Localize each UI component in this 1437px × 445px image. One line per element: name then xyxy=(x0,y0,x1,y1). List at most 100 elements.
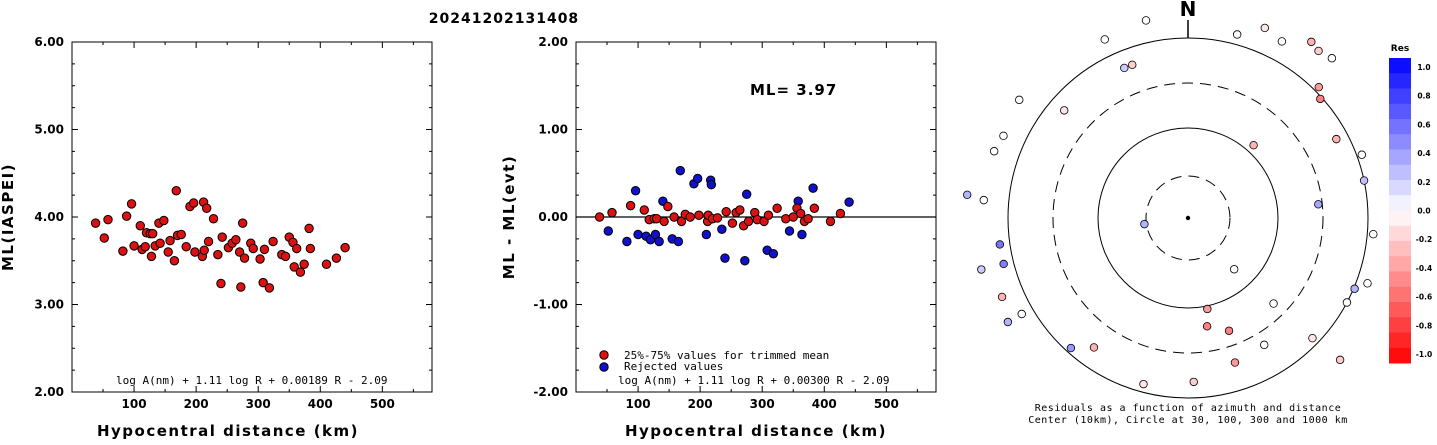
left-x-axis-label: Hypocentral distance (km) xyxy=(97,422,359,440)
rejected-point xyxy=(741,189,752,199)
data-point xyxy=(203,236,214,247)
station-point xyxy=(1003,317,1013,327)
colorbar-cell xyxy=(1389,58,1411,74)
data-point xyxy=(331,253,342,263)
x-tick-label: 200 xyxy=(184,397,209,411)
left-y-ticks: 2.00 3.00 4.00 5.00 6.00 xyxy=(34,35,432,399)
data-point xyxy=(99,233,109,243)
accepted-point xyxy=(809,203,820,213)
station-point xyxy=(1314,46,1323,56)
rejected-point xyxy=(720,253,730,263)
ring-1000km xyxy=(1007,37,1369,399)
accepted-point xyxy=(763,210,774,220)
accepted-point xyxy=(795,208,806,219)
station-point xyxy=(1141,16,1151,25)
data-point xyxy=(171,186,181,196)
x-tick-label: 300 xyxy=(750,397,775,411)
colorbar-tick-label: 0.8 xyxy=(1417,92,1430,101)
left-y-axis-label: ML(IASPEI) xyxy=(0,163,17,271)
polar-panel: N Residuals as a function of azimuth and… xyxy=(963,0,1378,426)
data-point xyxy=(121,211,132,221)
data-point xyxy=(118,246,128,256)
data-point xyxy=(268,236,278,247)
station-point xyxy=(1017,309,1026,319)
middle-y-axis-label: ML - ML(evt) xyxy=(500,155,518,279)
data-point xyxy=(147,228,158,239)
data-point xyxy=(140,242,150,252)
polar-caption-line2: Center (10km), Circle at 30, 100, 300 an… xyxy=(1028,415,1348,426)
data-point xyxy=(155,238,165,248)
station-point xyxy=(1314,82,1324,92)
legend-rejected-label: Rejected values xyxy=(624,360,723,373)
x-tick-label: 400 xyxy=(812,397,837,411)
station-point xyxy=(1314,200,1323,209)
station-point xyxy=(977,265,986,274)
data-point xyxy=(236,282,246,292)
station-point xyxy=(1308,333,1317,343)
ml-annotation: ML= 3.97 xyxy=(750,81,837,99)
colorbar-cell xyxy=(1389,119,1411,135)
station-point xyxy=(1015,95,1024,105)
x-tick-label: 100 xyxy=(626,397,651,411)
station-point xyxy=(1060,106,1069,115)
station-point xyxy=(1224,326,1234,335)
data-point xyxy=(176,229,186,240)
accepted-point xyxy=(607,207,617,218)
middle-formula: log A(nm) + 1.11 log R + 0.00300 R - 2.0… xyxy=(618,374,890,387)
colorbar-cell xyxy=(1389,271,1411,288)
y-tick-label: 6.00 xyxy=(34,35,64,49)
x-tick-label: 500 xyxy=(874,397,899,411)
rejected-point xyxy=(654,236,664,247)
polar-stations xyxy=(963,16,1378,389)
station-point xyxy=(1203,304,1212,314)
station-point xyxy=(1128,60,1137,70)
middle-x-ticks: 100 200 300 400 500 xyxy=(606,42,918,411)
station-point xyxy=(1189,377,1198,387)
data-point xyxy=(126,199,137,209)
rejected-point xyxy=(673,236,684,247)
page-title: 20241202131408 xyxy=(429,11,579,27)
left-x-ticks: 100 200 300 400 500 xyxy=(102,42,414,411)
data-point xyxy=(259,244,270,255)
data-point xyxy=(103,214,113,225)
station-point xyxy=(1359,176,1369,185)
data-point xyxy=(340,242,350,253)
station-point xyxy=(1369,230,1378,239)
legend-accepted-label: 25%-75% values for trimmed mean xyxy=(624,349,829,362)
station-point xyxy=(979,195,988,205)
data-point xyxy=(188,198,199,208)
data-point xyxy=(280,251,291,262)
accepted-point xyxy=(712,213,723,223)
ring-100km xyxy=(1097,127,1279,309)
accepted-point xyxy=(594,212,605,222)
colorbar-tick-label: -0.4 xyxy=(1416,264,1432,273)
station-point xyxy=(1335,355,1345,365)
data-point xyxy=(135,221,145,231)
accepted-point xyxy=(669,212,679,222)
colorbar-ticks: 1.0 0.8 0.6 0.4 0.2 0.0 -0.2 -0.4 -0.6 -0.8 -1.0 xyxy=(1416,63,1432,359)
station-point xyxy=(1332,134,1341,144)
station-point xyxy=(1316,94,1325,104)
data-point xyxy=(90,218,101,228)
ring-300km xyxy=(1052,82,1324,354)
accepted-point xyxy=(721,207,731,217)
data-point xyxy=(201,203,212,213)
station-point xyxy=(989,147,999,156)
station-point xyxy=(1260,340,1269,350)
rejected-point xyxy=(717,224,727,234)
rejected-point xyxy=(603,226,613,236)
station-point xyxy=(1089,343,1099,352)
data-point xyxy=(258,277,268,288)
colorbar-cell xyxy=(1389,180,1411,196)
colorbar-tick-label: -0.2 xyxy=(1416,235,1432,244)
station-point xyxy=(1139,379,1148,389)
ring-30km xyxy=(1145,175,1231,261)
epicenter-marker xyxy=(1185,215,1191,221)
legend-rejected-marker xyxy=(599,362,609,372)
middle-points xyxy=(594,165,854,266)
colorbar-tick-label: -0.6 xyxy=(1416,293,1432,302)
data-point xyxy=(289,262,299,272)
x-tick-label: 100 xyxy=(122,397,147,411)
station-point xyxy=(999,131,1008,141)
